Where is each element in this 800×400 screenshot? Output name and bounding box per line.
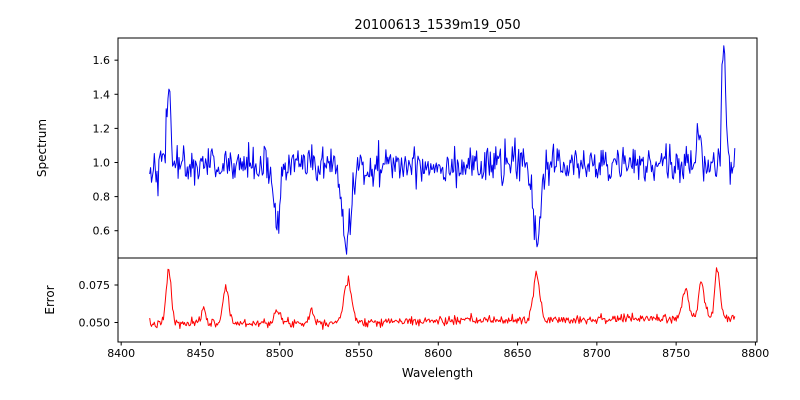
y-tick-label: 1.0	[93, 157, 111, 170]
x-tick-label: 8650	[504, 347, 532, 360]
x-tick-label: 8400	[107, 347, 135, 360]
spectrum-axes	[117, 37, 758, 259]
x-tick-label: 8800	[741, 347, 769, 360]
y-tick-label: 1.6	[93, 54, 111, 67]
error-axes	[117, 257, 758, 343]
y-tick-label: 0.075	[79, 279, 111, 292]
x-axis-label: Wavelength	[402, 366, 473, 380]
spectrum-line	[149, 45, 736, 255]
y-tick-label: 1.4	[93, 88, 111, 101]
x-tick-label: 8550	[345, 347, 373, 360]
y-tick-label: 1.2	[93, 122, 111, 135]
x-tick-label: 8600	[424, 347, 452, 360]
y-axis-label-spectrum: Spectrum	[35, 119, 49, 177]
figure-title: 20100613_1539m19_050	[354, 18, 520, 33]
y-tick-label: 0.8	[93, 191, 111, 204]
x-tick-label: 8450	[187, 347, 215, 360]
y-axis-label-error: Error	[43, 285, 57, 314]
spectrum-y-ticks	[114, 59, 118, 232]
x-tick-label: 8700	[583, 347, 611, 360]
y-tick-label: 0.050	[79, 317, 111, 330]
x-ticks	[120, 342, 756, 346]
x-tick-label: 8500	[266, 347, 294, 360]
error-line	[149, 267, 736, 330]
y-tick-label: 0.6	[93, 225, 111, 238]
x-tick-label: 8750	[662, 347, 690, 360]
error-y-ticks	[114, 284, 118, 323]
